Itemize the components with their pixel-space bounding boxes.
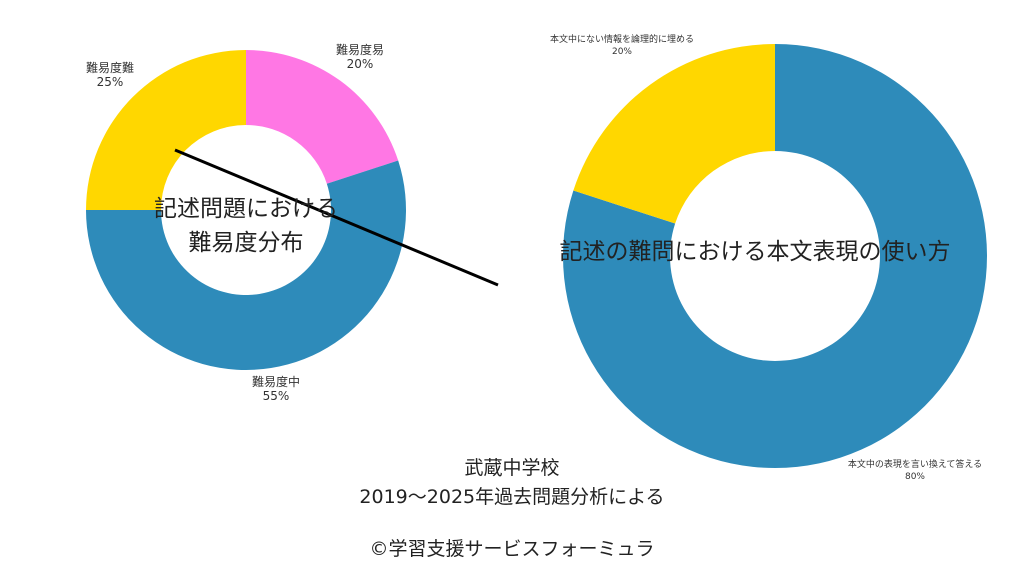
slice-label-percent: 20% xyxy=(612,47,632,57)
slice-label-name: 本文中の表現を言い換えて答える xyxy=(848,458,982,470)
slice-label-name: 難易度中 xyxy=(252,374,300,389)
slice-label-percent: 55% xyxy=(263,389,290,403)
slice-label-percent: 20% xyxy=(347,57,374,71)
slice-label-percent: 80% xyxy=(905,472,925,482)
chart-title-expression: 記述の難問における本文表現の使い方 xyxy=(560,239,951,265)
slice-label-percent: 25% xyxy=(97,75,124,89)
chart-title-difficulty-line2: 難易度分布 xyxy=(189,230,304,256)
donut-slice xyxy=(563,44,987,468)
donut-slice xyxy=(86,160,407,370)
donut-chart-expression: 本文中の表現を言い換えて答える 80% 本文中にない情報を論理的に埋める 20% xyxy=(550,33,987,482)
slice-label-name: 難易度難 xyxy=(86,60,134,75)
footer-school-name: 武蔵中学校 xyxy=(464,457,560,479)
footer-copyright: ©学習支援サービスフォーミュラ xyxy=(369,538,655,560)
donut-slice xyxy=(573,44,775,224)
slice-label-name: 難易度易 xyxy=(336,42,384,57)
chart-title-difficulty-line1: 記述問題における xyxy=(154,196,338,222)
donut-slice xyxy=(246,50,399,184)
slice-label-name: 本文中にない情報を論理的に埋める xyxy=(550,33,694,45)
donut-slice xyxy=(86,50,246,210)
footer-analysis-period: 2019〜2025年過去問題分析による xyxy=(359,486,665,508)
connector-line xyxy=(174,148,499,287)
